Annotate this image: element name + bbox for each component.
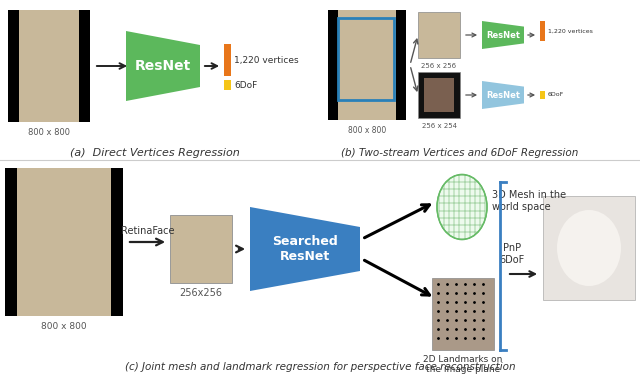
- Text: 1,220 vertices: 1,220 vertices: [234, 56, 299, 65]
- Bar: [540, 21, 545, 41]
- Bar: [396, 10, 406, 120]
- Bar: [111, 168, 123, 316]
- Bar: [540, 91, 545, 99]
- Text: 6DoF: 6DoF: [234, 80, 257, 89]
- Polygon shape: [482, 81, 524, 109]
- Bar: [328, 10, 338, 120]
- Bar: [418, 72, 460, 118]
- Text: 256 x 254: 256 x 254: [422, 123, 456, 129]
- Text: PnP
6DoF: PnP 6DoF: [499, 243, 525, 265]
- Text: 800 x 800: 800 x 800: [348, 126, 386, 135]
- Bar: [8, 10, 90, 122]
- Text: (a)  Direct Vertices Regression: (a) Direct Vertices Regression: [70, 148, 240, 158]
- Text: 256 x 256: 256 x 256: [421, 63, 456, 69]
- Text: 6DoF: 6DoF: [548, 92, 564, 97]
- Bar: [8, 10, 19, 122]
- Text: 2D Landmarks on
the image plane: 2D Landmarks on the image plane: [423, 355, 502, 374]
- Bar: [224, 80, 231, 90]
- Ellipse shape: [437, 174, 487, 240]
- Text: 800 x 800: 800 x 800: [28, 128, 70, 137]
- Bar: [543, 196, 635, 300]
- Text: ResNet: ResNet: [486, 91, 520, 100]
- Text: ResNet: ResNet: [135, 59, 191, 73]
- Text: ResNet: ResNet: [486, 30, 520, 39]
- Text: RetinaFace: RetinaFace: [121, 226, 174, 236]
- Bar: [5, 168, 17, 316]
- Bar: [224, 44, 231, 76]
- Bar: [170, 215, 232, 283]
- Text: 3D Mesh in the
world space: 3D Mesh in the world space: [492, 190, 566, 212]
- Ellipse shape: [557, 210, 621, 286]
- Bar: [424, 78, 454, 112]
- Polygon shape: [482, 21, 524, 49]
- Text: (c) Joint mesh and landmark regression for perspective face reconstruction: (c) Joint mesh and landmark regression f…: [125, 362, 515, 372]
- Text: 256x256: 256x256: [179, 288, 223, 298]
- Bar: [5, 168, 123, 316]
- Text: Searched
ResNet: Searched ResNet: [272, 235, 338, 263]
- Bar: [432, 278, 494, 350]
- Text: 800 x 800: 800 x 800: [41, 322, 87, 331]
- Text: 1,220 vertices: 1,220 vertices: [548, 29, 593, 33]
- Polygon shape: [250, 207, 360, 291]
- Polygon shape: [126, 31, 200, 101]
- Bar: [418, 12, 460, 58]
- Text: (b) Two-stream Vertices and 6DoF Regression: (b) Two-stream Vertices and 6DoF Regress…: [341, 148, 579, 158]
- Bar: [328, 10, 406, 120]
- Bar: [79, 10, 90, 122]
- Bar: [338, 18, 394, 100]
